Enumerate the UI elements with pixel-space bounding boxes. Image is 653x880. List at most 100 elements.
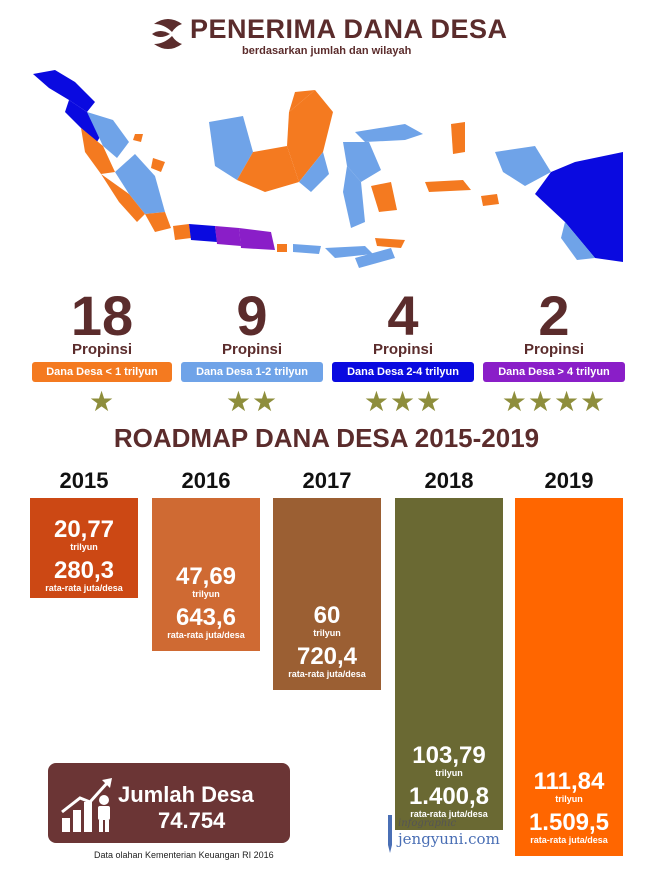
year-label-2018: 2018 [424,468,474,493]
province-unit: Propinsi [523,341,584,358]
page-subtitle: berdasarkan jumlah dan wilayah [242,45,412,57]
star-rating-icon: ★★★★ [501,386,607,417]
bar-2018: 103,79 trilyun 1.400,8 rata-rata juta/desa [395,498,503,830]
province-unit: Propinsi [221,341,282,358]
map-south-kalimantan [299,152,329,192]
bar-secondary-unit: rata-rata juta/desa [530,835,608,845]
year-label-2019: 2019 [544,468,594,493]
leaf-logo-icon [152,19,182,49]
map-west-papua [495,146,551,186]
category-1-2-trilyun: 9 Propinsi Dana Desa 1-2 trilyun ★★ [177,284,327,417]
category-badge: Dana Desa > 4 trilyun [483,362,625,382]
map-north-kalimantan [289,90,315,112]
star-rating-icon: ★★★ [363,386,443,417]
category-badge: Dana Desa 1-2 trilyun [181,362,323,382]
bar-value-label: 60 [313,602,341,629]
map-sumatra-west [81,128,115,174]
jumlah-desa-label: Jumlah Desa [118,782,254,807]
category-2-4-trilyun: 4 Propinsi Dana Desa 2-4 trilyun ★★★ [328,284,478,417]
map-west-java [189,224,217,242]
star-rating-icon: ★ [88,386,116,417]
map-seram [481,194,499,206]
map-ntt [325,246,373,258]
province-count: 18 [70,284,134,347]
bar-labels: 20,77 trilyun 280,3 rata-rata juta/desa [30,518,138,598]
bar-value-unit: trilyun [192,589,220,599]
bar-labels: 103,79 trilyun 1.400,8 rata-rata juta/desa [395,744,503,830]
map-bali [277,244,287,252]
source-note: Data olahan Kementerian Keuangan RI 2016 [94,850,274,860]
bar-value-label: 111,84 [533,768,605,795]
growth-person-icon [61,778,112,832]
category-over-4-trilyun: 2 Propinsi Dana Desa > 4 trilyun ★★★★ [479,284,629,417]
map-southeast-sulawesi [371,182,397,212]
map-west-kalimantan [209,116,253,180]
map-flores [375,238,405,248]
jumlah-desa-value: 74.754 [158,808,226,833]
bar-secondary-label: 643,6 [175,604,237,631]
map-bangka [151,158,165,172]
bar-secondary-label: 280,3 [53,557,115,584]
map-east-java [239,228,275,250]
map-timor [355,248,395,268]
indonesia-map [33,70,623,268]
bar-value-unit: trilyun [70,542,98,552]
province-count: 9 [236,284,268,347]
map-papua-south [561,222,595,260]
year-label-2017: 2017 [302,468,352,493]
bar-secondary-label: 1.400,8 [408,783,490,810]
map-sumatra-north [65,100,105,142]
bar-secondary-unit: rata-rata juta/desa [288,669,366,679]
bar-2015: 20,77 trilyun 280,3 rata-rata juta/desa [30,498,138,598]
year-label-2016: 2016 [181,468,231,493]
map-east-kalimantan [287,90,333,182]
map-papua [535,152,623,262]
map-banten [173,224,191,240]
province-unit: Propinsi [372,341,433,358]
bar-2016: 47,69 trilyun 643,6 rata-rata juta/desa [152,498,260,651]
star-rating-icon: ★★ [225,386,279,417]
chart-title: ROADMAP DANA DESA 2015-2019 [113,423,540,453]
map-sumatra-riau [87,112,129,158]
brand-name: jengyuni.com [398,830,500,848]
map-central-java [215,226,241,246]
category-under-1-trilyun: 18 Propinsi Dana Desa < 1 trilyun ★ [27,284,177,417]
bar-secondary-label: 720,4 [296,643,358,670]
pen-icon [388,815,392,853]
map-south-sulawesi [343,166,365,228]
category-badge: Dana Desa < 1 trilyun [32,362,172,382]
map-sumatra-south [115,154,165,214]
map-central-kalimantan [237,146,299,192]
map-maluku [425,180,471,192]
bar-2019: 111,84 trilyun 1.509,5 rata-rata juta/desa [515,498,623,856]
map-lampung [145,212,171,232]
bar-secondary-unit: rata-rata juta/desa [167,630,245,640]
category-badge: Dana Desa 2-4 trilyun [332,362,474,382]
map-sumatra-bengkulu [101,174,145,222]
province-unit: Propinsi [71,341,132,358]
bar-value-label: 103,79 [412,742,486,769]
map-north-maluku [451,122,465,154]
year-label-2015: 2015 [59,468,109,493]
brand-tagline: infographic [398,818,457,829]
bar-labels: 47,69 trilyun 643,6 rata-rata juta/desa [152,565,260,651]
map-north-sulawesi [355,124,423,142]
page-title: PENERIMA DANA DESA [190,14,508,44]
bar-labels: 111,84 trilyun 1.509,5 rata-rata juta/desa [515,770,623,856]
bar-value-label: 47,69 [175,563,237,590]
bar-labels: 60 trilyun 720,4 rata-rata juta/desa [273,604,381,690]
bar-secondary-unit: rata-rata juta/desa [45,583,123,593]
bar-value-unit: trilyun [435,768,463,778]
bar-secondary-label: 1.509,5 [528,809,610,836]
map-central-sulawesi [343,142,381,182]
province-count: 2 [538,284,570,347]
bar-value-unit: trilyun [555,794,583,804]
bar-secondary-unit: rata-rata juta/desa [410,809,488,819]
bar-2017: 60 trilyun 720,4 rata-rata juta/desa [273,498,381,690]
map-ntb [293,244,321,254]
bar-value-unit: trilyun [313,628,341,638]
map-aceh [33,70,95,112]
bar-value-label: 20,77 [53,516,115,543]
province-count: 4 [387,284,419,347]
